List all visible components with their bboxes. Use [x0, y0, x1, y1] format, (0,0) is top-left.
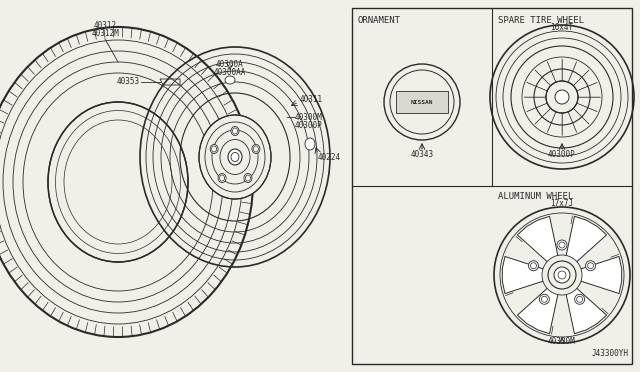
Polygon shape — [517, 287, 558, 334]
Polygon shape — [517, 216, 558, 263]
Text: 40300AA: 40300AA — [214, 68, 246, 77]
Ellipse shape — [199, 115, 271, 199]
Text: 40224: 40224 — [318, 153, 341, 161]
Text: 40300P: 40300P — [548, 150, 576, 159]
Text: NISSAN: NISSAN — [411, 99, 433, 105]
Ellipse shape — [210, 144, 218, 154]
Text: ALUMINUM WHEEL: ALUMINUM WHEEL — [498, 192, 573, 201]
Text: 40312: 40312 — [93, 21, 116, 30]
Text: 40353: 40353 — [117, 77, 140, 87]
Polygon shape — [502, 256, 545, 294]
Polygon shape — [566, 216, 607, 263]
Ellipse shape — [244, 173, 252, 183]
Text: ORNAMENT: ORNAMENT — [358, 16, 401, 25]
Text: 40300M: 40300M — [295, 112, 323, 122]
Circle shape — [586, 261, 596, 271]
Text: 40300M: 40300M — [548, 337, 576, 346]
Bar — [396, 91, 448, 113]
Text: SPARE TIRE WHEEL: SPARE TIRE WHEEL — [498, 16, 584, 25]
Text: 40311: 40311 — [300, 96, 323, 105]
Text: 16x4T: 16x4T — [550, 23, 573, 32]
Bar — [352, 8, 632, 364]
Ellipse shape — [228, 149, 242, 165]
Text: 40343: 40343 — [410, 150, 433, 159]
Polygon shape — [566, 287, 607, 334]
Ellipse shape — [252, 144, 260, 154]
Text: J43300YH: J43300YH — [592, 349, 629, 358]
Text: 40312M: 40312M — [91, 29, 119, 38]
Ellipse shape — [225, 76, 235, 84]
Ellipse shape — [231, 126, 239, 135]
Circle shape — [575, 294, 584, 304]
Circle shape — [542, 255, 582, 295]
Ellipse shape — [218, 173, 226, 183]
Polygon shape — [579, 256, 621, 294]
Text: 40300A: 40300A — [216, 60, 244, 69]
Circle shape — [529, 261, 538, 271]
Circle shape — [540, 294, 549, 304]
Circle shape — [546, 81, 578, 113]
Text: 40300P: 40300P — [295, 121, 323, 129]
Circle shape — [555, 90, 569, 104]
Ellipse shape — [305, 138, 315, 150]
Circle shape — [557, 240, 567, 250]
Circle shape — [554, 267, 570, 283]
Text: 17x7J: 17x7J — [550, 199, 573, 208]
Ellipse shape — [48, 102, 188, 262]
